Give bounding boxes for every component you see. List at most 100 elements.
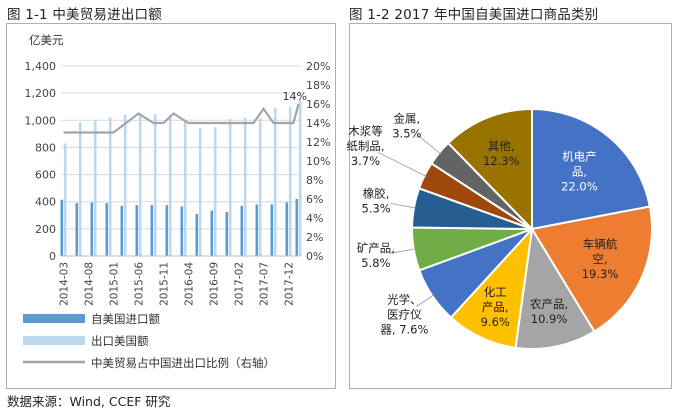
y-tick-label-right: 6%	[306, 193, 323, 206]
pie-slice-label: 器, 7.6%	[380, 323, 428, 337]
x-tick-label: 2014-03	[59, 262, 71, 306]
export-bar	[153, 114, 157, 256]
import-bar	[255, 204, 259, 256]
export-bar	[258, 118, 262, 256]
pie-slice-label: 产品,	[482, 300, 509, 314]
import-bar	[210, 210, 214, 256]
pie-slice	[514, 226, 596, 351]
x-tick-label: 2016-09	[209, 262, 221, 306]
pie-leader-line	[389, 248, 417, 254]
y-tick-label-left: 400	[35, 196, 56, 209]
pie-slice	[531, 107, 652, 231]
legend-swatch-export	[23, 336, 85, 345]
x-tick-label: 2017-07	[259, 262, 271, 306]
x-tick-label: 2015-11	[159, 262, 171, 306]
pie-slice-label: 金属,	[394, 112, 421, 126]
pie-slice-label: 医疗仪	[387, 308, 422, 322]
trade-chart-panel: 0 200 400 600 800 1,000 1,200 1,400 0% 2% 4% 6% 8% 10…	[6, 23, 336, 389]
export-bar	[183, 120, 187, 257]
pie-leader-line	[378, 152, 427, 177]
import-bar	[75, 203, 79, 256]
x-tick-label: 2014-08	[84, 262, 96, 306]
export-bar	[228, 118, 232, 256]
pie-slice-label: 10.9%	[531, 312, 568, 326]
export-bar	[108, 117, 112, 256]
pie-slice-label: 3.7%	[351, 154, 380, 168]
pie-slice-label: 19.3%	[582, 267, 619, 281]
pie-slice-label: 5.8%	[361, 256, 390, 270]
y-tick-label-right: 18%	[306, 79, 330, 92]
export-bar	[78, 122, 82, 256]
pie-slice-label: 12.3%	[483, 154, 520, 168]
import-bar	[120, 205, 124, 256]
data-source-note: 数据来源：Wind, CCEF 研究	[7, 394, 171, 409]
export-bar	[213, 127, 217, 256]
pie-slice-label: 空,	[592, 252, 607, 266]
figure-1-title: 图 1-1 中美贸易进出口额	[7, 7, 162, 23]
import-category-pie-panel: 机电产 品, 22.0% 车辆航 空, 19.3% 农产品, 10.9% 化工 产品, 9.6% 光学…	[346, 23, 672, 389]
y-tick-label-right: 10%	[306, 155, 330, 168]
figure-2-title: 图 1-2 2017 年中国自美国进口商品类别	[349, 7, 599, 23]
pie-slice-label: 木浆等	[348, 124, 383, 138]
y-tick-label-right: 16%	[306, 98, 330, 111]
import-bar	[270, 204, 274, 256]
y-tick-label-right: 4%	[306, 212, 323, 225]
import-bar	[240, 205, 244, 256]
y-tick-label-left: 0	[49, 250, 56, 263]
pie-slice-label: 化工	[484, 285, 507, 299]
trade-share-line	[63, 103, 300, 134]
pie-leader-line	[416, 294, 435, 307]
y-tick-label-left: 600	[35, 169, 56, 182]
y-tick-label-left: 800	[35, 141, 56, 154]
import-bar	[180, 206, 184, 256]
import-bar	[165, 205, 169, 256]
import-bar	[225, 211, 229, 256]
y-tick-label-left: 1,000	[25, 114, 57, 127]
import-bar	[60, 199, 64, 256]
y-tick-label-right: 2%	[306, 231, 323, 244]
export-bar	[138, 114, 142, 256]
pie-leader-line	[390, 202, 417, 209]
export-bar	[273, 108, 277, 256]
import-bar	[195, 213, 199, 256]
export-bar	[168, 114, 172, 256]
x-tick-label: 2015-06	[134, 262, 146, 306]
y-tick-label-left: 200	[35, 223, 56, 236]
import-bar	[150, 205, 154, 256]
pie-slice-label: 纸制品,	[346, 139, 384, 153]
pie-slice-label: 其他,	[488, 139, 515, 153]
import-bar	[295, 199, 299, 256]
pie-slice-label: 22.0%	[561, 180, 598, 194]
x-tick-label: 2017-12	[284, 262, 296, 306]
pie-slice-label: 品,	[572, 165, 587, 179]
pie-slice	[446, 107, 533, 232]
pie-slice-label: 农产品,	[530, 297, 568, 311]
legend-label-export: 出口美国额	[91, 334, 149, 348]
y-tick-label-right: 14%	[306, 117, 330, 130]
export-bar	[298, 99, 302, 256]
import-bar	[90, 202, 94, 256]
import-bar	[105, 203, 109, 256]
y-tick-label-right: 12%	[306, 136, 330, 149]
y-tick-label-left: 1,200	[25, 87, 57, 100]
y-tick-label-right: 20%	[306, 60, 330, 73]
pie-slice-label: 橡胶,	[363, 186, 390, 200]
legend-swatch-import	[23, 314, 85, 323]
import-bar	[135, 205, 139, 256]
x-tick-label: 2017-02	[234, 262, 246, 306]
export-bar	[198, 127, 202, 256]
pie-leader-line	[417, 134, 442, 155]
export-bar	[123, 114, 127, 256]
export-bar	[243, 117, 247, 256]
x-tick-label: 2016-04	[184, 262, 196, 306]
legend-label-import: 自美国进口额	[91, 312, 160, 326]
trade-chart-svg: 0 200 400 600 800 1,000 1,200 1,400 0% 2% 4% 6% 8% 10…	[23, 33, 330, 370]
pie-slice-label: 机电产	[562, 150, 597, 164]
pie-slice-label: 5.3%	[362, 201, 391, 215]
y-axis-label: 亿美元	[29, 33, 64, 47]
pie-slice-label: 9.6%	[481, 315, 510, 329]
export-bar	[93, 120, 97, 257]
x-tick-label: 2015-01	[109, 262, 121, 306]
y-tick-label-right: 8%	[306, 174, 323, 187]
